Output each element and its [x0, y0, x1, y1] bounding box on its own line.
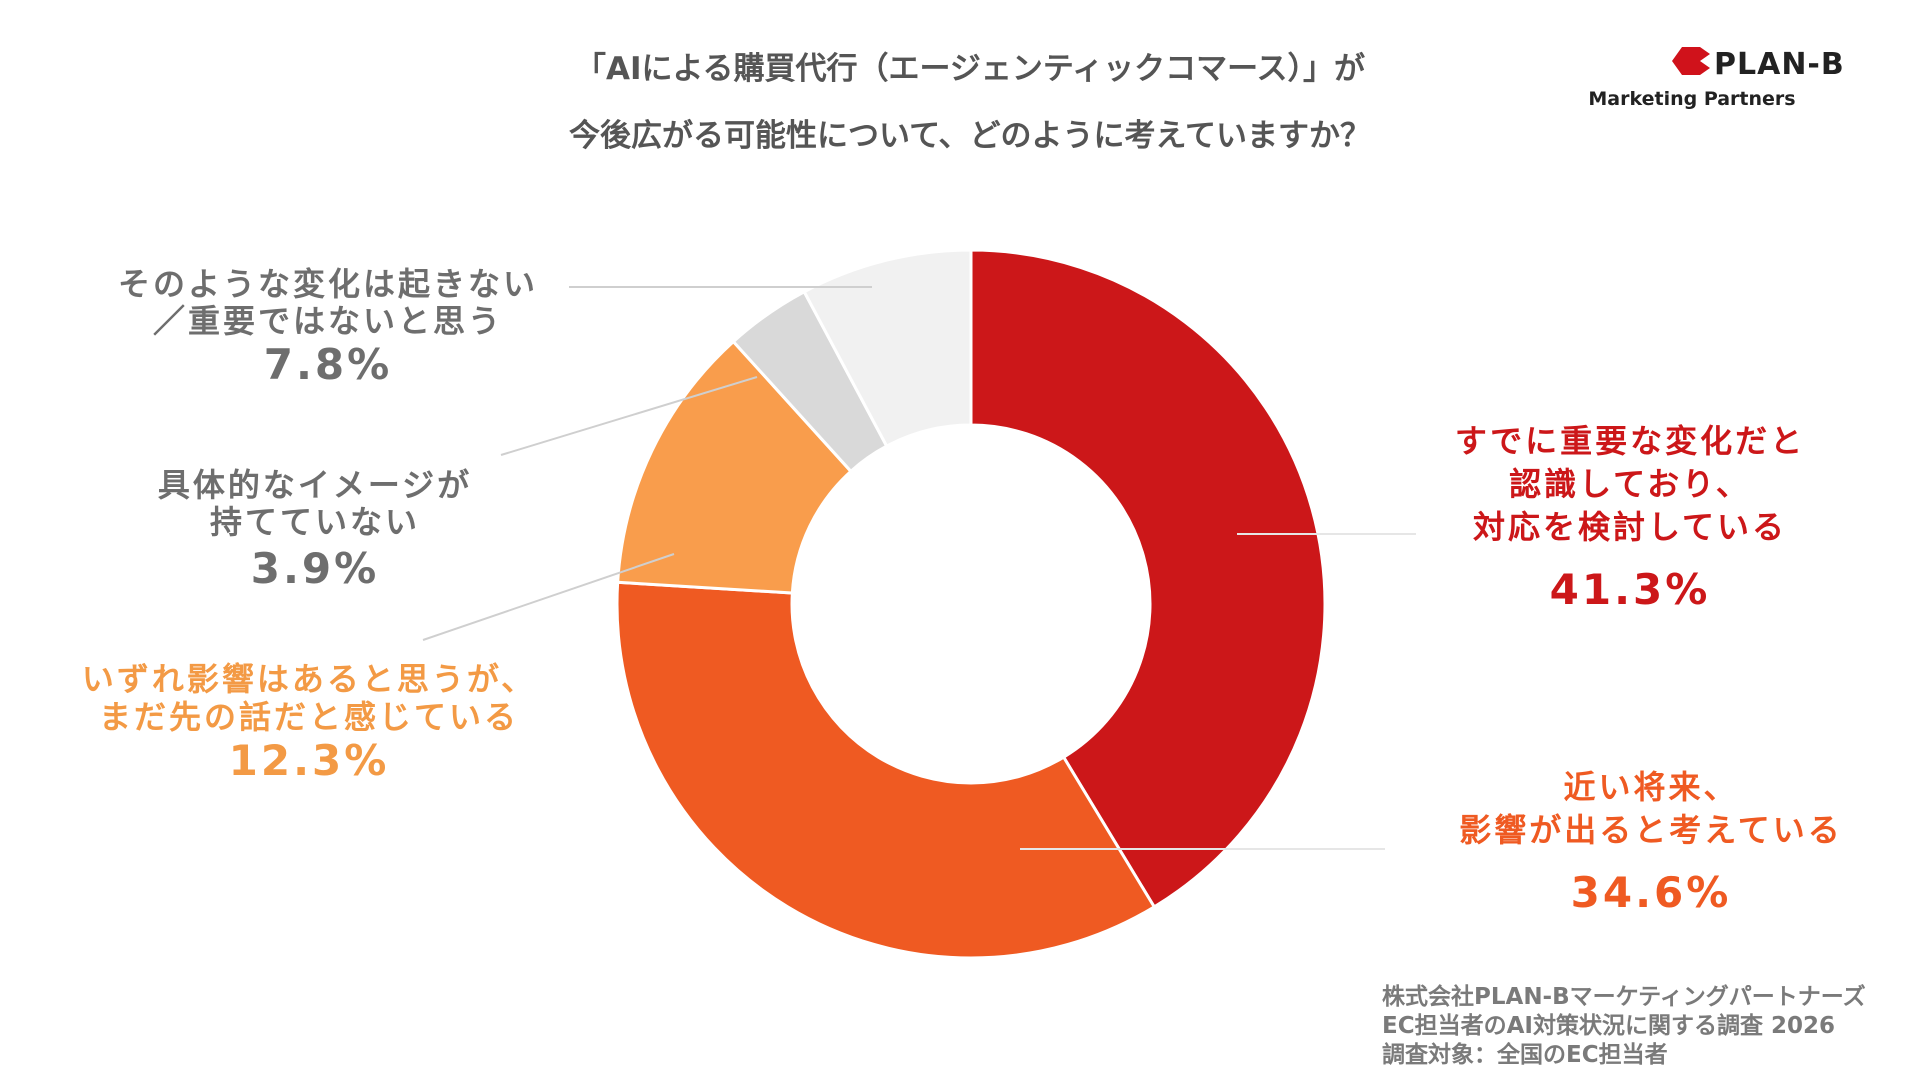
slice-label-0-line-0: すでに重要な変化だと	[1455, 422, 1805, 460]
footer-line-2: EC担当者のAI対策状況に関する調査 2026	[1382, 1012, 1835, 1039]
slice-label-1-line-0: 近い将来、	[1563, 768, 1738, 806]
slice-1	[615, 580, 1157, 960]
logo-name: PLAN-B	[1714, 47, 1845, 82]
slice-percent-2: 12.3%	[229, 736, 390, 785]
leader-line-2	[422, 553, 675, 641]
logo-subtitle: Marketing Partners	[1588, 88, 1795, 110]
chart-title-line-1: 「AIによる購買代行（エージェンティックコマース）」が	[575, 51, 1365, 87]
slice-4	[802, 248, 973, 449]
slice-label-4-line-0: そのような変化は起きない	[118, 265, 538, 303]
slice-2	[616, 339, 853, 595]
slice-percent-3: 3.9%	[251, 544, 379, 593]
slice-label-1-line-1: 影響が出ると考えている	[1459, 811, 1842, 849]
leader-lines	[422, 286, 1416, 850]
donut-slices	[615, 248, 1327, 960]
leader-line-3	[500, 376, 758, 456]
slice-label-0-line-2: 対応を検討している	[1473, 508, 1787, 546]
slice-percent-4: 7.8%	[264, 340, 392, 389]
footer-line-3: 調査対象：全国のEC担当者	[1382, 1041, 1668, 1068]
slice-label-0-line-1: 認識しており、	[1509, 465, 1751, 503]
plan-b-logo: PLAN-B Marketing Partners	[1588, 47, 1844, 110]
slice-percent-1: 34.6%	[1571, 868, 1732, 917]
slice-label-3-line-1: 持てていない	[210, 503, 420, 541]
footer-line-1: 株式会社PLAN-Bマーケティングパートナーズ	[1382, 983, 1866, 1010]
slice-0	[969, 248, 1327, 909]
logo-mark-icon	[1672, 47, 1710, 75]
chart-title-line-2: 今後広がる可能性について、どのように考えていますか？	[569, 118, 1371, 154]
slice-label-4-line-1: ／重要ではないと思う	[153, 302, 503, 340]
slice-label-2-line-1: まだ先の話だと感じている	[99, 698, 519, 736]
slice-label-3-line-0: 具体的なイメージが	[158, 466, 472, 504]
slice-percent-0: 41.3%	[1550, 565, 1711, 614]
slice-label-2-line-0: いずれ影響はあると思うが、	[82, 660, 536, 698]
